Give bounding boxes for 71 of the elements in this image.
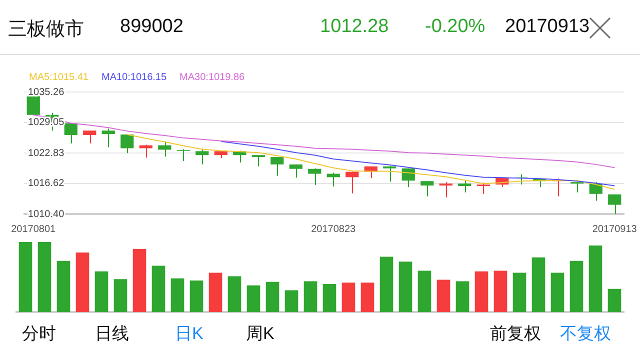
bar [266,282,280,312]
x-tick-label: 20170823 [311,224,356,235]
bar [550,272,564,312]
text: 前复权 [490,323,541,345]
y-tick-label: 1035.26 [28,86,65,98]
bar [456,281,470,312]
y-tick-label: 1022.83 [28,148,65,159]
bar [170,278,184,312]
bar [246,285,260,312]
bar [190,280,204,312]
text: 20170913 [505,16,590,38]
candlestick [439,182,452,198]
bar [494,270,508,312]
bar [76,252,90,312]
text: MA30:1019.86 [180,72,246,83]
text: MA5:1015.41 [29,72,89,83]
bar [304,281,318,312]
bar [284,290,298,312]
candlestick [102,128,115,148]
bar [18,242,32,312]
bar [398,262,412,312]
bar [152,266,166,312]
candlestick [420,180,434,197]
chart-title: 三板做市 [8,18,84,42]
bar [474,271,488,312]
candlestick [289,164,302,178]
candlestick [196,148,209,165]
candlestick [570,182,584,193]
bar [588,246,602,312]
text: 不复权 [560,323,611,345]
text: 日线 [95,323,129,345]
bar [322,284,336,312]
candlestick [458,180,472,193]
bar [418,270,432,312]
candlestick [308,168,322,186]
text: 分时 [22,323,56,345]
candlestick [64,122,78,144]
x-tick-label: 20170913 [592,224,638,235]
candlestick [476,182,490,194]
bar [380,256,394,312]
bar [38,242,52,312]
bar [56,260,70,312]
bar [570,260,584,312]
bar [94,271,108,312]
bar [512,272,526,312]
candlestick [383,165,396,182]
text: 日K [175,323,204,345]
bar [114,279,128,312]
candlestick [158,140,172,158]
candlestick [83,130,96,144]
candlestick [346,171,359,194]
y-tick-label: 1016.62 [28,178,65,190]
text: 899002 [120,16,184,38]
candlestick [176,148,190,162]
bar [608,288,622,312]
candlestick [252,154,265,167]
bar [532,257,546,312]
text: 周K [246,323,274,345]
text: MA10:1016.15 [101,72,167,83]
text: 1012.28 [320,16,389,38]
candlestick [608,194,622,214]
bar [228,276,242,312]
bar [132,249,146,312]
bar [208,272,222,312]
candlestick [120,134,134,154]
bar [436,280,450,312]
bar [342,282,356,312]
bar [360,282,374,312]
x-tick-label: 20170801 [11,224,56,235]
candlestick [270,156,284,176]
text: -0.20% [425,16,486,38]
